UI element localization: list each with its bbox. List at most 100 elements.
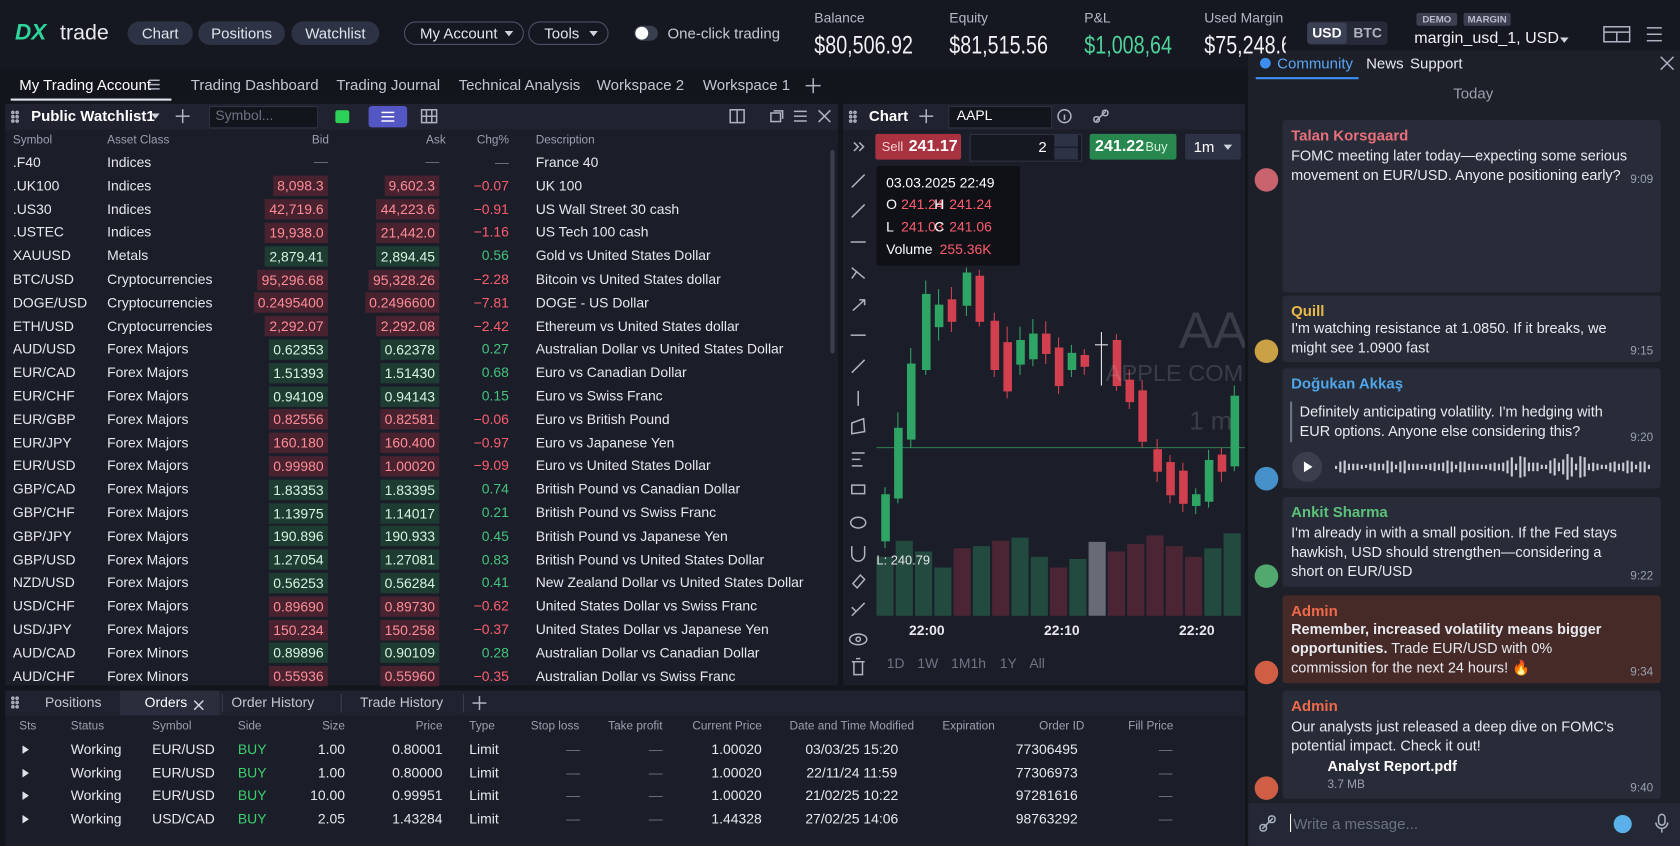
- ask-price[interactable]: 0.2496600: [364, 292, 440, 314]
- ask-price[interactable]: 0.62378: [380, 339, 440, 360]
- symbol[interactable]: NZD/USD: [12, 574, 75, 591]
- add-icon[interactable]: [175, 109, 190, 124]
- bid-price[interactable]: 2,292.07: [265, 316, 328, 337]
- orders-tab[interactable]: Positions: [45, 693, 102, 711]
- workspace-tab[interactable]: Trading Dashboard: [190, 76, 319, 94]
- range-button[interactable]: 1W: [917, 655, 939, 672]
- ask-price[interactable]: 1.00020: [380, 456, 440, 477]
- symbol[interactable]: GBP/CHF: [12, 504, 75, 521]
- workspace-tab[interactable]: Workspace 1: [702, 76, 791, 94]
- account-selector[interactable]: margin_usd_1, USD: [1414, 28, 1560, 48]
- currency-option[interactable]: BTC: [1353, 24, 1382, 41]
- workspace-tab[interactable]: Technical Analysis: [458, 76, 581, 94]
- symbol[interactable]: AUD/CAD: [12, 644, 76, 661]
- orders-tab[interactable]: Order History: [231, 693, 315, 711]
- attach-icon[interactable]: [1259, 815, 1276, 832]
- workspace-tab[interactable]: My Trading Account: [19, 76, 152, 94]
- range-button[interactable]: 1Y: [999, 655, 1017, 672]
- bid-price[interactable]: 190.896: [268, 526, 328, 547]
- community-tab[interactable]: Support: [1410, 54, 1463, 72]
- expand-row[interactable]: [22, 791, 29, 801]
- symbol[interactable]: ETH/USD: [12, 317, 74, 334]
- panel-menu-icon[interactable]: [793, 110, 807, 122]
- symbol[interactable]: EUR/CAD: [12, 364, 76, 381]
- add-icon[interactable]: [472, 696, 487, 711]
- bid-price[interactable]: 0.94109: [268, 386, 328, 407]
- symbol[interactable]: EUR/CHF: [12, 387, 75, 404]
- popout-icon[interactable]: [770, 110, 784, 123]
- ask-price[interactable]: 2,292.08: [376, 316, 440, 337]
- community-tab[interactable]: Community: [1277, 54, 1353, 72]
- orders-tab[interactable]: Orders: [144, 693, 188, 711]
- add-tab-icon[interactable]: [805, 78, 821, 94]
- drawing-toolbar[interactable]: [846, 134, 872, 680]
- bid-price[interactable]: 0.62353: [268, 339, 328, 360]
- message-input[interactable]: Write a message...: [1293, 814, 1418, 833]
- bid-price[interactable]: —: [313, 152, 328, 169]
- ask-price[interactable]: 1.27081: [380, 549, 440, 570]
- workspace-tab[interactable]: Workspace 2: [596, 76, 685, 94]
- symbol[interactable]: DOGE/USD: [12, 294, 88, 311]
- nav-button[interactable]: Positions: [198, 21, 286, 45]
- ask-price[interactable]: 0.94143: [380, 386, 440, 407]
- menu-button[interactable]: Tools: [528, 21, 609, 45]
- bid-price[interactable]: 1.27054: [268, 549, 328, 570]
- bid-price[interactable]: 1.51393: [268, 362, 328, 384]
- nav-button[interactable]: Watchlist: [291, 21, 380, 45]
- grid-view-button[interactable]: [420, 109, 438, 124]
- layout-icon[interactable]: [1603, 26, 1631, 43]
- symbol[interactable]: GBP/USD: [12, 551, 76, 568]
- menu-icon[interactable]: [1646, 26, 1663, 43]
- close-icon[interactable]: [818, 109, 831, 123]
- range-button[interactable]: 1D: [886, 655, 905, 672]
- ask-price[interactable]: 0.55960: [380, 666, 440, 687]
- ask-price[interactable]: 44,223.6: [376, 199, 440, 220]
- ask-price[interactable]: 1.83395: [380, 479, 440, 500]
- symbol[interactable]: EUR/JPY: [12, 434, 72, 451]
- symbol-search[interactable]: [208, 106, 319, 129]
- ask-price[interactable]: 0.56284: [380, 572, 440, 594]
- ask-price[interactable]: 1.51430: [380, 362, 440, 384]
- add-icon[interactable]: [919, 109, 934, 124]
- ask-price[interactable]: 160.400: [380, 432, 440, 454]
- ask-price[interactable]: 0.89730: [380, 596, 440, 617]
- watchlist-title[interactable]: Public Watchlist1: [31, 107, 155, 125]
- bid-price[interactable]: 8,098.3: [272, 175, 328, 197]
- symbol[interactable]: .UK100: [12, 177, 60, 194]
- ask-price[interactable]: 0.82581: [380, 409, 440, 430]
- bid-price[interactable]: 19,938.0: [265, 222, 328, 243]
- buy-button[interactable]: [1089, 133, 1177, 160]
- symbol[interactable]: AUD/CHF: [12, 667, 75, 684]
- ask-price[interactable]: 95,328.26: [368, 269, 440, 290]
- bid-price[interactable]: 0.56253: [268, 572, 328, 594]
- mic-icon[interactable]: [1655, 813, 1669, 833]
- close-icon[interactable]: [1660, 56, 1675, 71]
- bid-price[interactable]: 1.83353: [268, 479, 328, 500]
- symbol[interactable]: EUR/GBP: [12, 411, 76, 428]
- scrollbar[interactable]: [830, 149, 835, 354]
- symbol[interactable]: GBP/JPY: [12, 527, 72, 544]
- qty-step-up[interactable]: [1054, 134, 1078, 147]
- symbol[interactable]: XAUUSD: [12, 247, 71, 264]
- symbol[interactable]: .USTEC: [12, 224, 64, 241]
- menu-button[interactable]: My Account: [403, 21, 524, 45]
- nav-button[interactable]: Chart: [127, 21, 193, 45]
- ask-price[interactable]: 150.258: [380, 619, 440, 640]
- expand-row[interactable]: [22, 768, 29, 778]
- symbol[interactable]: GBP/CAD: [12, 481, 76, 498]
- bid-price[interactable]: 0.89896: [268, 642, 328, 664]
- expand-row[interactable]: [22, 745, 29, 754]
- bid-price[interactable]: 95,296.68: [257, 269, 328, 290]
- bid-price[interactable]: 160.180: [268, 432, 328, 454]
- ask-price[interactable]: 2,894.45: [376, 245, 440, 267]
- symbol[interactable]: EUR/USD: [12, 457, 76, 474]
- attachment-name[interactable]: Analyst Report.pdf: [1327, 758, 1457, 775]
- orders-tab[interactable]: Trade History: [360, 693, 444, 711]
- toggle-track[interactable]: [634, 25, 658, 41]
- tab-menu-icon[interactable]: [148, 78, 161, 91]
- list-view-button[interactable]: [368, 106, 408, 128]
- split-icon[interactable]: [729, 109, 745, 124]
- bid-price[interactable]: 1.13975: [268, 502, 328, 524]
- ask-price[interactable]: 9,602.3: [384, 175, 440, 197]
- symbol[interactable]: .F40: [12, 154, 41, 171]
